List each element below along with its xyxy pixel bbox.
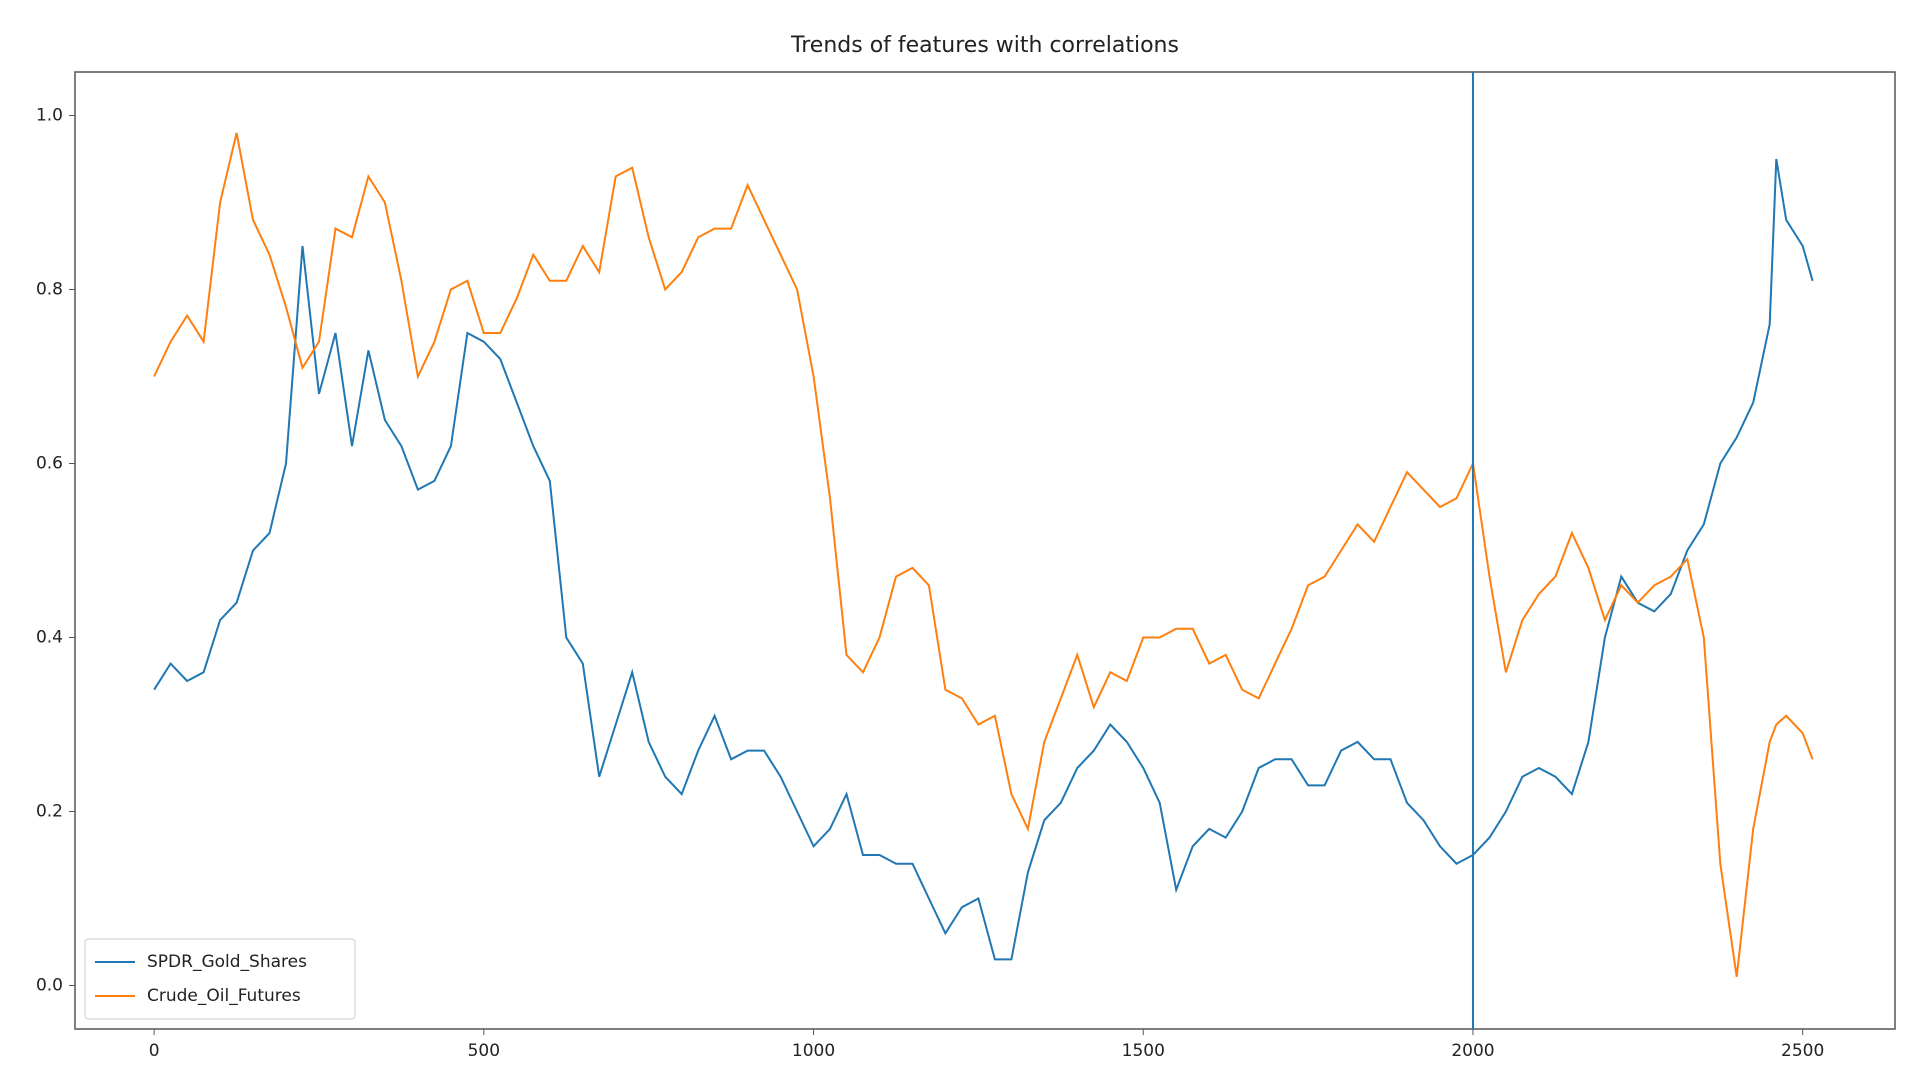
x-tick-label: 2000 [1451,1041,1494,1061]
plot-frame [74,71,1896,1030]
y-tick-label: 0.8 [36,280,63,300]
legend-label: SPDR_Gold_Shares [147,952,307,972]
x-tick-label: 2500 [1781,1041,1824,1061]
x-tick-label: 0 [149,1041,160,1061]
legend: SPDR_Gold_Shares Crude_Oil_Futures [84,938,356,1020]
y-tick-label: 1.0 [36,106,63,126]
series-line [153,158,1814,961]
legend-label: Crude_Oil_Futures [147,986,301,1006]
x-tick-label: 1000 [792,1041,835,1061]
x-tick-label: 1500 [1122,1041,1165,1061]
x-tick-label: 500 [468,1041,500,1061]
y-tick-label: 0.0 [36,976,63,996]
y-tick-label: 0.4 [36,628,63,648]
y-tick-label: 0.6 [36,454,63,474]
series-line [153,132,1814,977]
chart-title: Trends of features with correlations [790,33,1179,58]
legend-box [84,938,356,1020]
y-tick-label: 0.2 [36,802,63,822]
